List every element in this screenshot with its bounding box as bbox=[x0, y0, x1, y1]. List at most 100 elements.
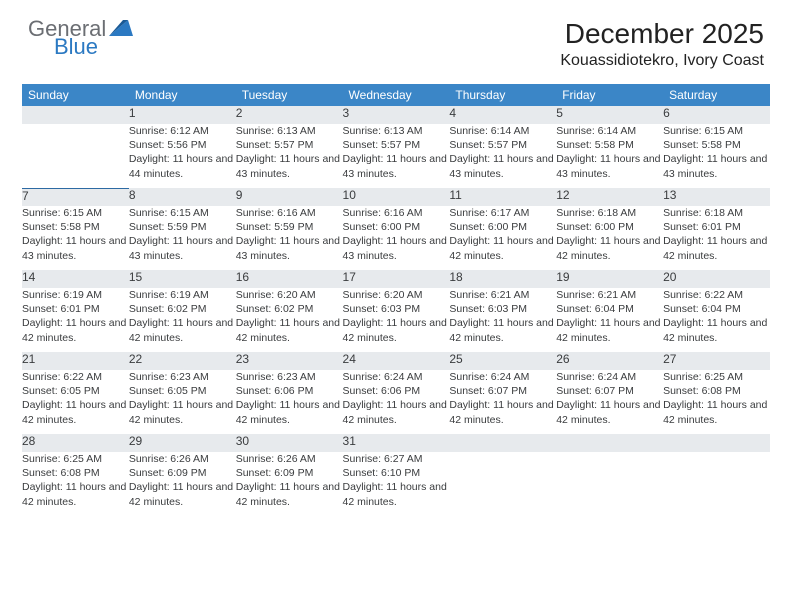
day-detail-cell: Sunrise: 6:17 AMSunset: 6:00 PMDaylight:… bbox=[449, 206, 556, 270]
day-number-cell: 24 bbox=[343, 352, 450, 370]
day-number-cell: 7 bbox=[22, 188, 129, 206]
day-detail-cell: Sunrise: 6:19 AMSunset: 6:01 PMDaylight:… bbox=[22, 288, 129, 352]
day-number-cell: 3 bbox=[343, 106, 450, 124]
daynum-row: 21222324252627 bbox=[22, 352, 770, 370]
day-number-cell bbox=[663, 434, 770, 452]
detail-row: Sunrise: 6:15 AMSunset: 5:58 PMDaylight:… bbox=[22, 206, 770, 270]
day-detail-cell: Sunrise: 6:18 AMSunset: 6:00 PMDaylight:… bbox=[556, 206, 663, 270]
sunrise-text: Sunrise: 6:24 AM bbox=[343, 370, 450, 384]
sunset-text: Sunset: 6:04 PM bbox=[663, 302, 770, 316]
daylight-text: Daylight: 11 hours and 42 minutes. bbox=[22, 480, 129, 508]
day-number-cell: 8 bbox=[129, 188, 236, 206]
sunrise-text: Sunrise: 6:15 AM bbox=[663, 124, 770, 138]
day-number-cell: 14 bbox=[22, 270, 129, 288]
sunrise-text: Sunrise: 6:24 AM bbox=[556, 370, 663, 384]
daylight-text: Daylight: 11 hours and 43 minutes. bbox=[129, 234, 236, 262]
weekday-sunday: Sunday bbox=[22, 84, 129, 106]
sunset-text: Sunset: 5:58 PM bbox=[663, 138, 770, 152]
daylight-text: Daylight: 11 hours and 42 minutes. bbox=[556, 316, 663, 344]
weekday-monday: Monday bbox=[129, 84, 236, 106]
daylight-text: Daylight: 11 hours and 42 minutes. bbox=[129, 398, 236, 426]
sunset-text: Sunset: 6:09 PM bbox=[129, 466, 236, 480]
detail-row: Sunrise: 6:12 AMSunset: 5:56 PMDaylight:… bbox=[22, 124, 770, 188]
day-detail-cell: Sunrise: 6:27 AMSunset: 6:10 PMDaylight:… bbox=[343, 452, 450, 516]
daylight-text: Daylight: 11 hours and 42 minutes. bbox=[449, 234, 556, 262]
daylight-text: Daylight: 11 hours and 42 minutes. bbox=[236, 398, 343, 426]
day-number-cell: 11 bbox=[449, 188, 556, 206]
day-detail-cell: Sunrise: 6:24 AMSunset: 6:06 PMDaylight:… bbox=[343, 370, 450, 434]
day-detail-cell bbox=[22, 124, 129, 188]
sunrise-text: Sunrise: 6:15 AM bbox=[129, 206, 236, 220]
daylight-text: Daylight: 11 hours and 42 minutes. bbox=[22, 398, 129, 426]
weekday-tuesday: Tuesday bbox=[236, 84, 343, 106]
daylight-text: Daylight: 11 hours and 42 minutes. bbox=[556, 234, 663, 262]
calendar-table: Sunday Monday Tuesday Wednesday Thursday… bbox=[22, 84, 770, 516]
day-number-cell: 12 bbox=[556, 188, 663, 206]
sunset-text: Sunset: 6:07 PM bbox=[449, 384, 556, 398]
sunrise-text: Sunrise: 6:25 AM bbox=[22, 452, 129, 466]
day-number-cell: 2 bbox=[236, 106, 343, 124]
sunrise-text: Sunrise: 6:24 AM bbox=[449, 370, 556, 384]
sunrise-text: Sunrise: 6:23 AM bbox=[236, 370, 343, 384]
sunrise-text: Sunrise: 6:14 AM bbox=[556, 124, 663, 138]
day-detail-cell: Sunrise: 6:18 AMSunset: 6:01 PMDaylight:… bbox=[663, 206, 770, 270]
daylight-text: Daylight: 11 hours and 43 minutes. bbox=[236, 234, 343, 262]
day-number-cell: 28 bbox=[22, 434, 129, 452]
sunset-text: Sunset: 5:58 PM bbox=[556, 138, 663, 152]
day-number-cell: 10 bbox=[343, 188, 450, 206]
daylight-text: Daylight: 11 hours and 42 minutes. bbox=[22, 316, 129, 344]
daylight-text: Daylight: 11 hours and 42 minutes. bbox=[343, 398, 450, 426]
sunset-text: Sunset: 6:08 PM bbox=[22, 466, 129, 480]
sunrise-text: Sunrise: 6:26 AM bbox=[236, 452, 343, 466]
day-number-cell: 18 bbox=[449, 270, 556, 288]
sunset-text: Sunset: 5:59 PM bbox=[129, 220, 236, 234]
day-number-cell: 27 bbox=[663, 352, 770, 370]
day-number-cell bbox=[449, 434, 556, 452]
day-detail-cell: Sunrise: 6:23 AMSunset: 6:06 PMDaylight:… bbox=[236, 370, 343, 434]
day-detail-cell bbox=[663, 452, 770, 516]
sunset-text: Sunset: 6:07 PM bbox=[556, 384, 663, 398]
daylight-text: Daylight: 11 hours and 42 minutes. bbox=[663, 398, 770, 426]
sunrise-text: Sunrise: 6:23 AM bbox=[129, 370, 236, 384]
daylight-text: Daylight: 11 hours and 43 minutes. bbox=[343, 152, 450, 180]
month-title: December 2025 bbox=[560, 18, 764, 50]
sunset-text: Sunset: 5:57 PM bbox=[343, 138, 450, 152]
daylight-text: Daylight: 11 hours and 42 minutes. bbox=[663, 316, 770, 344]
daynum-row: 78910111213 bbox=[22, 188, 770, 206]
day-number-cell: 25 bbox=[449, 352, 556, 370]
title-block: December 2025 Kouassidiotekro, Ivory Coa… bbox=[560, 18, 764, 70]
day-number-cell: 29 bbox=[129, 434, 236, 452]
sunset-text: Sunset: 5:56 PM bbox=[129, 138, 236, 152]
detail-row: Sunrise: 6:19 AMSunset: 6:01 PMDaylight:… bbox=[22, 288, 770, 352]
sunrise-text: Sunrise: 6:21 AM bbox=[556, 288, 663, 302]
daylight-text: Daylight: 11 hours and 42 minutes. bbox=[236, 316, 343, 344]
day-number-cell: 6 bbox=[663, 106, 770, 124]
daylight-text: Daylight: 11 hours and 42 minutes. bbox=[663, 234, 770, 262]
day-detail-cell: Sunrise: 6:21 AMSunset: 6:04 PMDaylight:… bbox=[556, 288, 663, 352]
day-detail-cell: Sunrise: 6:24 AMSunset: 6:07 PMDaylight:… bbox=[449, 370, 556, 434]
sunset-text: Sunset: 6:09 PM bbox=[236, 466, 343, 480]
daylight-text: Daylight: 11 hours and 43 minutes. bbox=[663, 152, 770, 180]
day-detail-cell: Sunrise: 6:23 AMSunset: 6:05 PMDaylight:… bbox=[129, 370, 236, 434]
day-detail-cell: Sunrise: 6:20 AMSunset: 6:03 PMDaylight:… bbox=[343, 288, 450, 352]
day-detail-cell: Sunrise: 6:25 AMSunset: 6:08 PMDaylight:… bbox=[22, 452, 129, 516]
sunset-text: Sunset: 5:58 PM bbox=[22, 220, 129, 234]
day-number-cell bbox=[22, 106, 129, 124]
day-detail-cell: Sunrise: 6:21 AMSunset: 6:03 PMDaylight:… bbox=[449, 288, 556, 352]
daylight-text: Daylight: 11 hours and 43 minutes. bbox=[236, 152, 343, 180]
sunrise-text: Sunrise: 6:25 AM bbox=[663, 370, 770, 384]
day-number-cell: 5 bbox=[556, 106, 663, 124]
sunrise-text: Sunrise: 6:18 AM bbox=[556, 206, 663, 220]
day-detail-cell: Sunrise: 6:13 AMSunset: 5:57 PMDaylight:… bbox=[236, 124, 343, 188]
daylight-text: Daylight: 11 hours and 42 minutes. bbox=[236, 480, 343, 508]
logo-text-blue: Blue bbox=[54, 36, 133, 58]
day-detail-cell: Sunrise: 6:14 AMSunset: 5:58 PMDaylight:… bbox=[556, 124, 663, 188]
daylight-text: Daylight: 11 hours and 43 minutes. bbox=[556, 152, 663, 180]
sunrise-text: Sunrise: 6:26 AM bbox=[129, 452, 236, 466]
daylight-text: Daylight: 11 hours and 42 minutes. bbox=[343, 316, 450, 344]
logo: General Blue bbox=[28, 18, 133, 58]
sunset-text: Sunset: 6:03 PM bbox=[449, 302, 556, 316]
day-detail-cell: Sunrise: 6:20 AMSunset: 6:02 PMDaylight:… bbox=[236, 288, 343, 352]
sunrise-text: Sunrise: 6:22 AM bbox=[663, 288, 770, 302]
day-detail-cell: Sunrise: 6:19 AMSunset: 6:02 PMDaylight:… bbox=[129, 288, 236, 352]
